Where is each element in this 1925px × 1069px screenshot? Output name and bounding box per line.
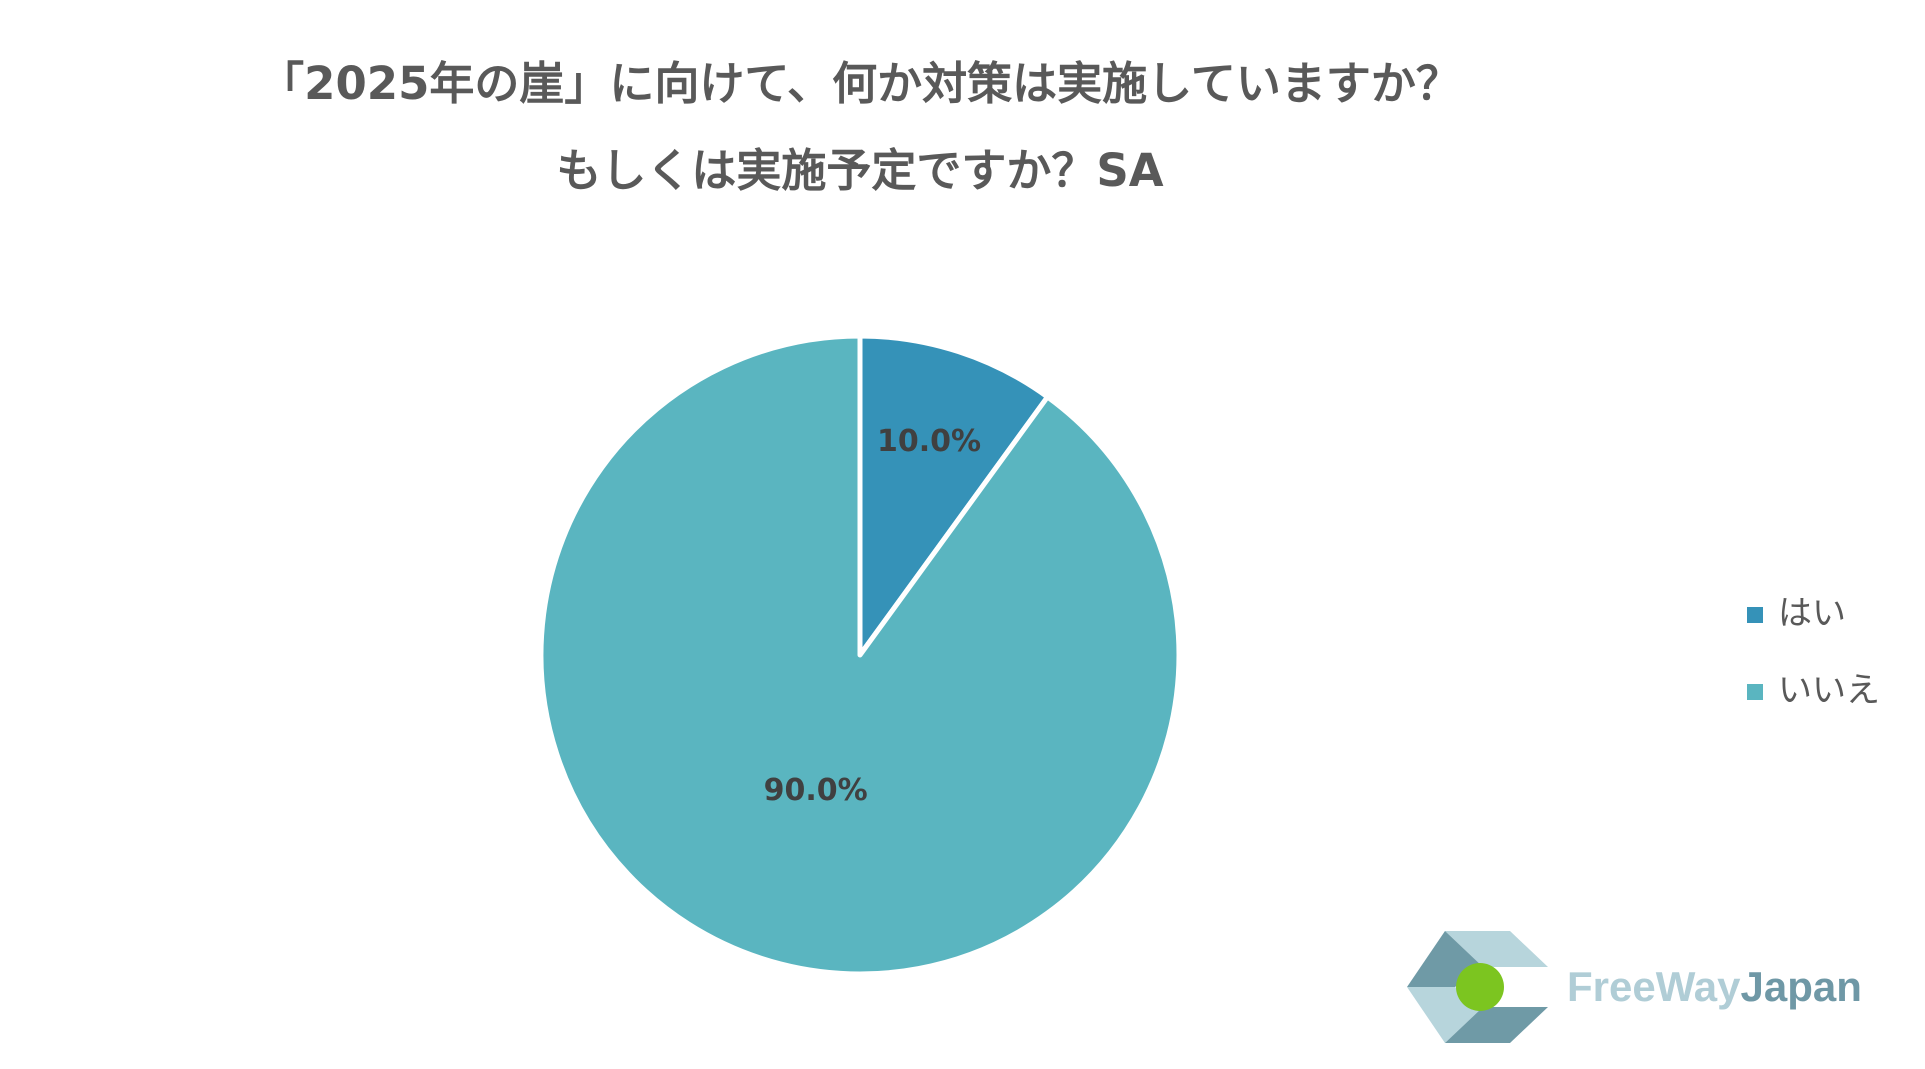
legend-label: いいえ xyxy=(1778,671,1880,711)
legend-swatch xyxy=(1747,607,1763,623)
legend-label: はい xyxy=(1778,594,1846,634)
chart-title: 「2025年の崖」に向けて、何か対策は実施していますか？ xyxy=(259,57,1461,110)
logo: FreeWayJapan xyxy=(1407,931,1862,1043)
logo-sphere xyxy=(1456,963,1504,1011)
value-label: 90.0% xyxy=(764,773,868,808)
value-label: 10.0% xyxy=(877,424,981,459)
pie-slice xyxy=(857,333,1050,658)
pie-slice xyxy=(538,333,1182,977)
logo-text-part: FreeWay xyxy=(1567,963,1741,1010)
logo-text-part: Japan xyxy=(1741,963,1862,1010)
logo-shape xyxy=(1445,1007,1548,1043)
chart-title: もしくは実施予定ですか？SA xyxy=(556,144,1163,197)
legend-swatch xyxy=(1747,684,1763,700)
logo-shape xyxy=(1445,931,1548,967)
logo-text: FreeWayJapan xyxy=(1567,963,1862,1010)
